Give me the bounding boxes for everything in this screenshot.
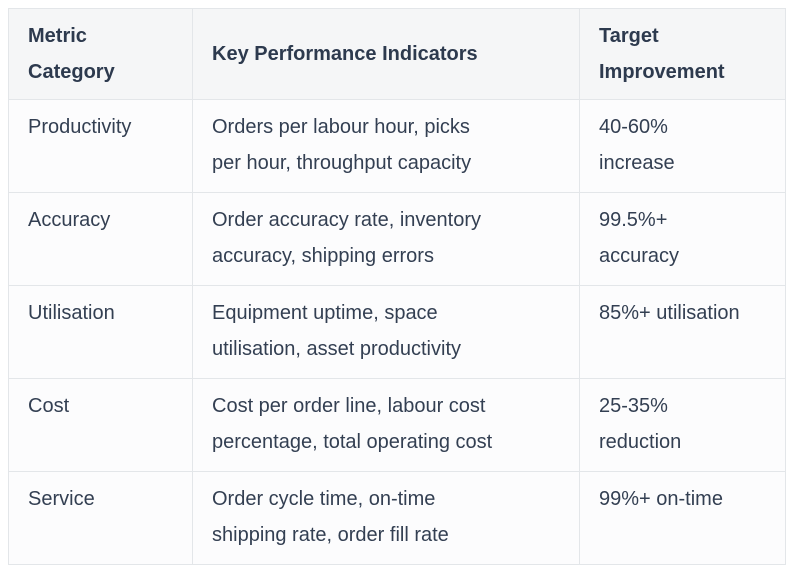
table-row-productivity: Productivity Orders per labour hour, pic… <box>8 99 786 193</box>
cell-category: Cost <box>8 378 193 472</box>
cell-category: Accuracy <box>8 192 193 286</box>
kpi-metrics-table: Metric Category Key Performance Indicato… <box>8 8 786 565</box>
table-row-service: Service Order cycle time, on-time shippi… <box>8 471 786 565</box>
column-header-key-performance-indicators: Key Performance Indicators <box>192 8 580 100</box>
table-row-utilisation: Utilisation Equipment uptime, space util… <box>8 285 786 379</box>
table-row-cost: Cost Cost per order line, labour cost pe… <box>8 378 786 472</box>
cell-target: 99%+ on-time <box>579 471 786 565</box>
cell-category: Utilisation <box>8 285 193 379</box>
cell-target: 99.5%+ accuracy <box>579 192 786 286</box>
column-header-metric-category: Metric Category <box>8 8 193 100</box>
cell-target: 25-35% reduction <box>579 378 786 472</box>
cell-target: 40-60% increase <box>579 99 786 193</box>
cell-category: Service <box>8 471 193 565</box>
cell-kpis: Order accuracy rate, inventory accuracy,… <box>192 192 580 286</box>
cell-kpis: Cost per order line, labour cost percent… <box>192 378 580 472</box>
cell-kpis: Orders per labour hour, picks per hour, … <box>192 99 580 193</box>
table-row-accuracy: Accuracy Order accuracy rate, inventory … <box>8 192 786 286</box>
column-header-target-improvement: Target Improvement <box>579 8 786 100</box>
cell-category: Productivity <box>8 99 193 193</box>
header-row: Metric Category Key Performance Indicato… <box>8 8 786 100</box>
cell-kpis: Equipment uptime, space utilisation, ass… <box>192 285 580 379</box>
cell-target: 85%+ utilisation <box>579 285 786 379</box>
cell-kpis: Order cycle time, on-time shipping rate,… <box>192 471 580 565</box>
